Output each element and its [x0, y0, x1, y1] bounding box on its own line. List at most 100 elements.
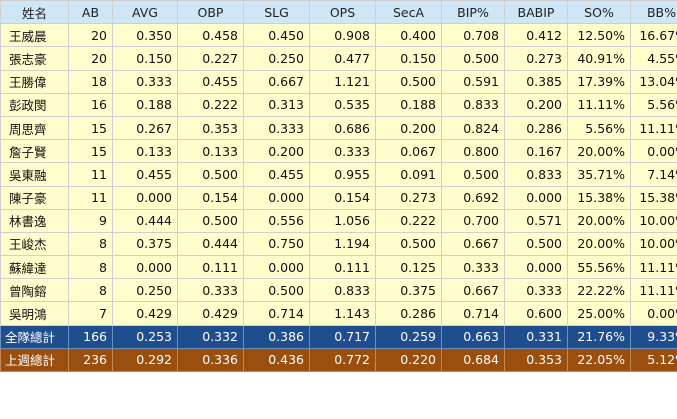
stat-cell: 0.000	[112, 255, 178, 280]
stat-cell: 0.000	[504, 185, 568, 210]
stat-cell: 0.111	[309, 255, 376, 280]
table-row: 吳明鴻 7 0.429 0.429 0.714 1.143 0.286 0.714 0.600 2…	[0, 301, 677, 326]
stat-cell: 0.600	[504, 301, 568, 326]
stat-cell: 1.194	[309, 231, 376, 257]
stat-cell: 0.167	[504, 139, 568, 164]
stat-cell: 0.667	[441, 231, 505, 257]
stat-cell: 0.824	[441, 115, 505, 141]
stat-cell: 17.39%	[567, 69, 631, 94]
table-row: 王峻杰 8 0.375 0.444 0.750 1.194 0.500 0.667 0.500 2…	[0, 231, 677, 257]
stat-cell: 0.477	[309, 46, 376, 71]
column-header-ops: OPS	[309, 0, 376, 25]
stat-cell: 20.00%	[567, 231, 631, 257]
stat-cell: 0.292	[112, 347, 178, 373]
stat-cell: 8	[68, 231, 113, 257]
team-total-row: 全隊總計 166 0.253 0.332 0.386 0.717 0.259 0.663 0.3…	[0, 324, 677, 349]
player-name-cell: 張志豪	[0, 46, 69, 71]
stat-cell: 4.55%	[630, 46, 677, 71]
stat-cell: 0.750	[243, 231, 310, 257]
stat-cell: 0.571	[504, 208, 568, 233]
stat-cell: 0.000	[243, 255, 310, 280]
stat-cell: 0.000	[504, 255, 568, 280]
stat-cell: 10.00%	[630, 208, 677, 233]
stat-cell: 0.436	[243, 347, 310, 373]
stat-cell: 40.91%	[567, 46, 631, 71]
stat-cell: 0.188	[112, 92, 178, 117]
table-row: 周思齊 15 0.267 0.353 0.333 0.686 0.200 0.824 0.286…	[0, 115, 677, 141]
stat-cell: 10.00%	[630, 231, 677, 257]
player-name-cell: 王勝偉	[0, 69, 69, 94]
stat-cell: 0.259	[375, 324, 442, 349]
player-name-cell: 詹子賢	[0, 139, 69, 164]
stat-cell: 0.331	[504, 324, 568, 349]
stat-cell: 0.500	[243, 278, 310, 303]
stat-cell: 0.684	[441, 347, 505, 373]
stat-cell: 0.833	[504, 162, 568, 187]
stat-cell: 0.222	[177, 92, 244, 117]
stat-cell: 7.14%	[630, 162, 677, 187]
column-header-babip: BABIP	[504, 0, 568, 25]
stat-cell: 0.200	[243, 139, 310, 164]
stat-cell: 7	[68, 301, 113, 326]
stat-cell: 0.455	[112, 162, 178, 187]
player-name-cell: 吳東融	[0, 162, 69, 187]
column-header-avg: AVG	[112, 0, 178, 25]
stat-cell: 9.33%	[630, 324, 677, 349]
stat-cell: 0.708	[441, 23, 505, 48]
stat-cell: 0.200	[504, 92, 568, 117]
stat-cell: 5.56%	[567, 115, 631, 141]
header-row: 姓名 AB AVG OBP SLG OPS SecA BIP% BABIP SO% BB%	[0, 0, 677, 25]
stat-cell: 0.714	[243, 301, 310, 326]
stat-cell: 0.955	[309, 162, 376, 187]
stat-cell: 0.375	[112, 231, 178, 257]
player-name-cell: 蘇緯達	[0, 255, 69, 280]
stat-cell: 0.535	[309, 92, 376, 117]
stat-cell: 0.00%	[630, 139, 677, 164]
stat-cell: 0.253	[112, 324, 178, 349]
stat-cell: 25.00%	[567, 301, 631, 326]
stat-cell: 11.11%	[630, 115, 677, 141]
stat-cell: 0.150	[112, 46, 178, 71]
stat-cell: 0.200	[375, 115, 442, 141]
stat-cell: 0.313	[243, 92, 310, 117]
stat-cell: 0.800	[441, 139, 505, 164]
player-name-cell: 全隊總計	[0, 324, 69, 349]
stat-cell: 0.591	[441, 69, 505, 94]
stat-cell: 0.429	[112, 301, 178, 326]
stat-cell: 0.067	[375, 139, 442, 164]
stat-cell: 0.667	[243, 69, 310, 94]
stat-cell: 0.833	[441, 92, 505, 117]
stat-cell: 0.385	[504, 69, 568, 94]
column-header-slg: SLG	[243, 0, 310, 25]
last-week-total-row: 上週總計 236 0.292 0.336 0.436 0.772 0.220 0.684 0.3…	[0, 347, 677, 373]
stat-cell: 0.222	[375, 208, 442, 233]
stat-cell: 0.154	[177, 185, 244, 210]
stat-cell: 0.333	[504, 278, 568, 303]
stat-cell: 0.353	[177, 115, 244, 141]
player-name-cell: 王威晨	[0, 23, 69, 48]
stat-cell: 18	[68, 69, 113, 94]
stat-cell: 22.05%	[567, 347, 631, 373]
table-row: 曾陶鎔 8 0.250 0.333 0.500 0.833 0.375 0.667 0.333 2…	[0, 278, 677, 303]
stat-cell: 166	[68, 324, 113, 349]
stat-cell: 0.133	[112, 139, 178, 164]
player-name-cell: 彭政閔	[0, 92, 69, 117]
table-row: 張志豪 20 0.150 0.227 0.250 0.477 0.150 0.500 0.273…	[0, 46, 677, 71]
column-header-so-pct: SO%	[567, 0, 631, 25]
stat-cell: 15	[68, 139, 113, 164]
column-header-seca: SecA	[375, 0, 442, 25]
stat-cell: 0.125	[375, 255, 442, 280]
stat-cell: 0.333	[309, 139, 376, 164]
stat-cell: 0.333	[112, 69, 178, 94]
stat-cell: 20	[68, 23, 113, 48]
stat-cell: 0.273	[504, 46, 568, 71]
stat-cell: 0.500	[177, 162, 244, 187]
player-name-cell: 曾陶鎔	[0, 278, 69, 303]
stat-cell: 22.22%	[567, 278, 631, 303]
column-header-obp: OBP	[177, 0, 244, 25]
stat-cell: 21.76%	[567, 324, 631, 349]
stat-cell: 0.332	[177, 324, 244, 349]
stat-cell: 0.386	[243, 324, 310, 349]
stat-cell: 0.375	[375, 278, 442, 303]
table-row: 詹子賢 15 0.133 0.133 0.200 0.333 0.067 0.800 0.167…	[0, 139, 677, 164]
